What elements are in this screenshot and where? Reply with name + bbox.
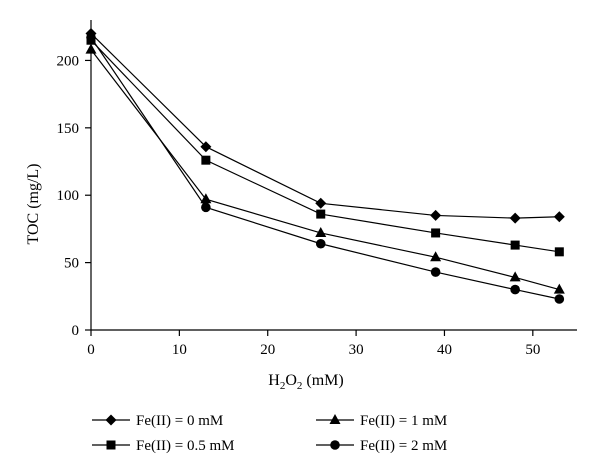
data-point	[554, 247, 564, 257]
data-point	[85, 43, 97, 54]
data-point	[200, 193, 212, 204]
legend-label: Fe(II) = 1 mM	[360, 413, 447, 429]
data-point	[315, 226, 327, 237]
series-circle	[86, 32, 565, 304]
data-point	[201, 155, 211, 165]
x-axis-title-sub2: 2	[297, 380, 303, 392]
legend-marker	[330, 440, 340, 450]
x-axis-title-h: H	[268, 372, 280, 389]
legend-marker	[329, 414, 341, 424]
series-square	[86, 35, 564, 257]
legend-label: Fe(II) = 0.5 mM	[136, 438, 234, 454]
data-point	[509, 212, 521, 224]
data-point	[315, 238, 326, 249]
x-tick-label: 20	[260, 342, 275, 358]
data-point	[201, 202, 211, 213]
series-line	[90, 33, 560, 219]
series-diamond	[85, 27, 565, 224]
data-point	[315, 197, 327, 209]
data-point	[509, 271, 521, 282]
y-tick-label: 200	[57, 53, 80, 69]
x-tick-label: 40	[437, 342, 452, 358]
data-point	[430, 251, 442, 262]
plot-area: 0 10 20 30 40 50 0 50 100 150 200	[57, 20, 577, 358]
legend: Fe(II) = 0 mM Fe(II) = 0.5 mM Fe(II) = 1 m…	[92, 413, 447, 454]
data-point	[200, 141, 212, 153]
data-point	[430, 209, 442, 221]
legend-item: Fe(II) = 2 mM	[316, 438, 447, 454]
legend-label: Fe(II) = 0 mM	[136, 413, 223, 429]
legend-label: Fe(II) = 2 mM	[360, 438, 447, 454]
data-point	[553, 211, 565, 223]
x-tick-label: 50	[525, 342, 540, 358]
data-point	[86, 32, 96, 43]
data-point	[554, 294, 565, 304]
series-line	[90, 37, 560, 300]
legend-item: Fe(II) = 0.5 mM	[92, 438, 234, 454]
y-tick-label: 100	[57, 188, 80, 204]
x-axis-title-unit: (mM)	[302, 372, 343, 389]
data-point	[316, 209, 326, 219]
legend-item: Fe(II) = 0 mM	[92, 413, 223, 429]
x-tick-label: 30	[349, 342, 364, 358]
x-tick-label: 10	[172, 342, 187, 358]
y-tick-label: 50	[64, 256, 79, 272]
data-point	[553, 283, 565, 294]
x-axis-title-o: O	[285, 372, 297, 389]
y-tick-label: 150	[57, 121, 80, 137]
data-point	[510, 284, 520, 295]
data-point	[510, 240, 520, 250]
series-line	[90, 49, 560, 291]
x-axis-title: H2O2 (mM)	[268, 372, 343, 392]
x-axis-title-sub1: 2	[280, 380, 286, 392]
y-axis-title: TOC (mg/L)	[25, 163, 42, 244]
series-line	[90, 39, 560, 253]
y-tick-label: 0	[72, 323, 80, 339]
data-point	[430, 267, 441, 277]
x-tick-label: 0	[87, 342, 95, 358]
legend-marker	[105, 414, 117, 426]
legend-marker	[106, 440, 116, 450]
data-point	[431, 228, 441, 238]
series-layer	[85, 27, 565, 304]
series-triangle	[85, 43, 565, 294]
legend-item: Fe(II) = 1 mM	[316, 413, 447, 429]
